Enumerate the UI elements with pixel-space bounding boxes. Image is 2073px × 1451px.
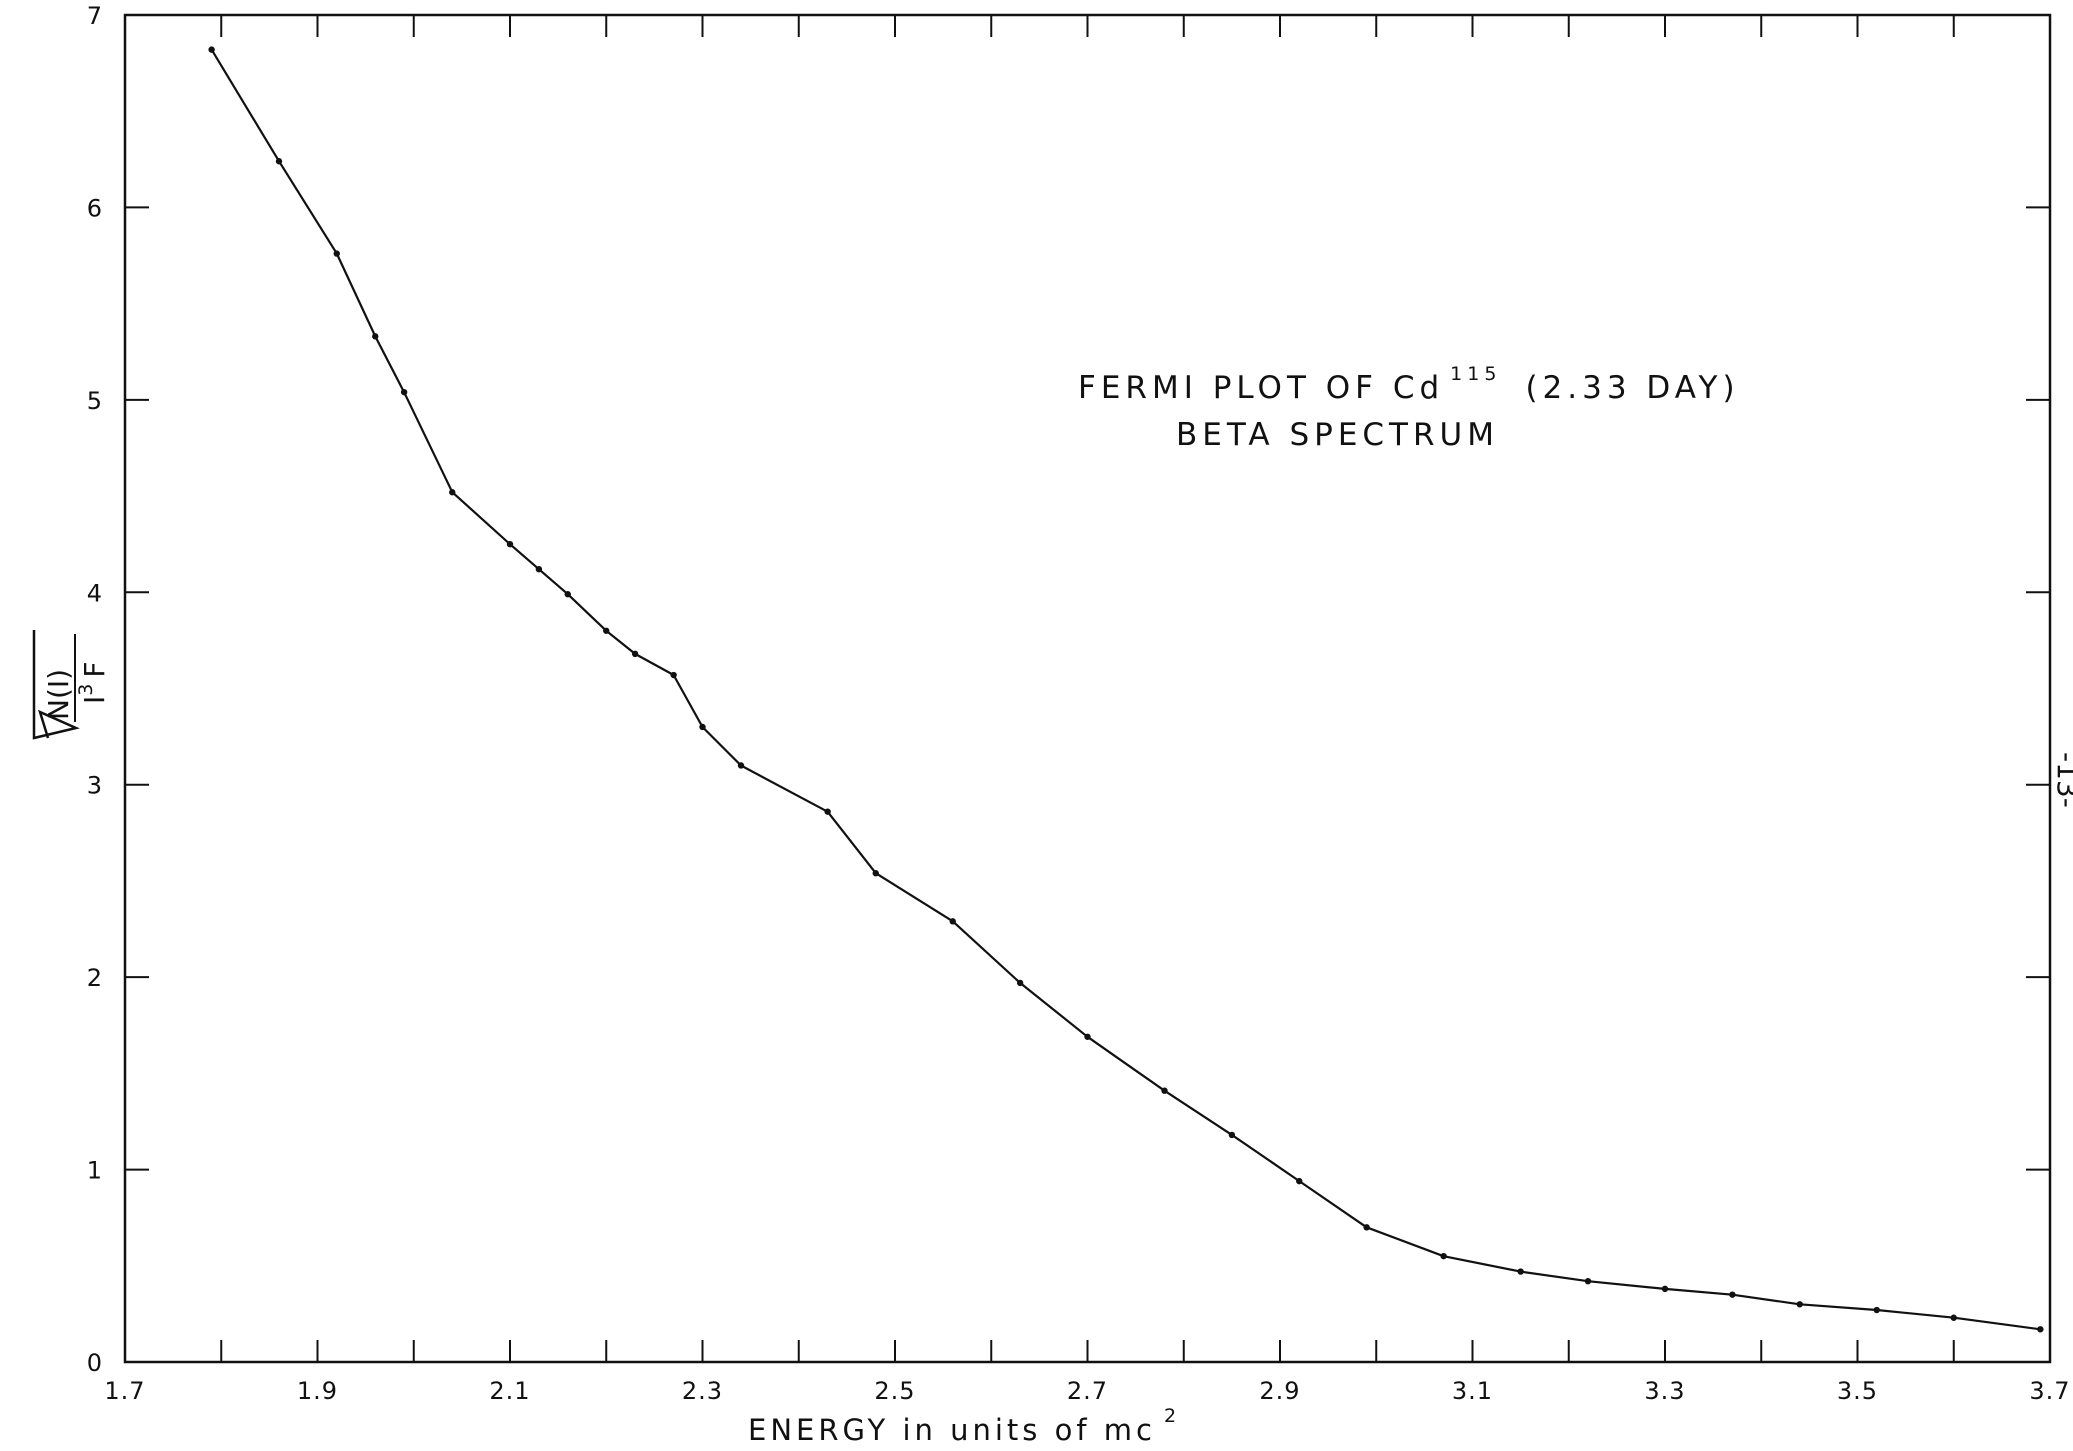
y-tick-label: 5 (87, 387, 103, 415)
x-tick-label: 3.3 (1644, 1377, 1685, 1405)
data-point (1084, 1033, 1091, 1040)
data-point (737, 762, 745, 769)
data-point (449, 489, 456, 496)
data-point (275, 158, 283, 165)
x-tick-label: 3.7 (2029, 1377, 2070, 1405)
data-point (564, 591, 571, 598)
data-point (1950, 1314, 1957, 1321)
data-point (1584, 1277, 1592, 1285)
x-tick-label: 2.9 (1259, 1377, 1300, 1405)
y-tick-label: 4 (87, 579, 103, 607)
y-tick-label: 1 (87, 1157, 103, 1185)
x-tick-label: 1.7 (104, 1377, 145, 1405)
data-point (1661, 1285, 1669, 1293)
y-tick-label: 7 (87, 2, 103, 30)
x-tick-label: 2.1 (489, 1377, 530, 1405)
data-point (372, 333, 379, 340)
y-axis-label-radical (32, 630, 80, 740)
y-tick-label: 3 (87, 772, 103, 800)
data-point (1363, 1224, 1370, 1231)
y-tick-label: 6 (87, 194, 103, 222)
data-point (208, 46, 215, 53)
x-axis-label-superscript: 2 (1164, 1405, 1180, 1427)
x-tick-label: 2.5 (874, 1377, 915, 1405)
x-tick-label: 3.5 (1837, 1377, 1878, 1405)
data-point (1440, 1252, 1447, 1260)
data-point (670, 671, 677, 679)
tick-labels: 1.7 1.9 2.1 2.3 2.5 2.7 2.9 3.1 3.3 3.5 3.7 0 1 2 3 4 5 6… (87, 2, 2070, 1405)
data-point (535, 565, 543, 573)
data-point (1729, 1291, 1736, 1298)
x-tick-label: 3.1 (1452, 1377, 1493, 1405)
x-axis-label: ENERGY in units of mc 2 (748, 1405, 1180, 1447)
y-tick-label: 0 (87, 1349, 103, 1377)
plot-border (123, 13, 2052, 1364)
data-point (506, 540, 514, 548)
data-point (1161, 1087, 1168, 1094)
axis-ticks (124, 14, 2051, 1363)
y-axis-label-numerator: N(I) (42, 669, 75, 720)
data-point (824, 808, 831, 815)
x-tick-label: 2.7 (1067, 1377, 1108, 1405)
title-half-life: (2.33 DAY) (1525, 370, 1739, 406)
data-point (2037, 1326, 2044, 1333)
x-tick-label: 2.3 (682, 1377, 723, 1405)
data-point (603, 627, 610, 634)
series-line (210, 49, 2041, 1331)
data-point (1228, 1131, 1236, 1139)
plot-frame (123, 13, 2052, 1364)
data-point (333, 250, 340, 257)
data-point (699, 723, 706, 731)
data-point (400, 388, 408, 396)
x-tick-label: 1.9 (297, 1377, 338, 1405)
data-point (872, 870, 879, 877)
y-axis-label-denominator: I3F (75, 662, 111, 704)
data-point (949, 918, 956, 925)
data-point (1873, 1306, 1880, 1314)
page-number-mark: -13- (2051, 752, 2073, 808)
data-point (1796, 1301, 1803, 1308)
data-point (1296, 1177, 1303, 1185)
title-superscript: 115 (1450, 363, 1501, 385)
y-tick-label: 2 (87, 964, 103, 992)
y-axis-label: N(I) I3F (32, 630, 111, 740)
chart-title-line1: FERMI PLOT OF Cd 115 (2.33 DAY) (1078, 363, 1740, 406)
data-point (1517, 1268, 1524, 1275)
data-series (208, 46, 2044, 1333)
data-point (631, 650, 639, 658)
chart-title-line2: BETA SPECTRUM (1176, 417, 1499, 453)
data-point (1016, 979, 1024, 987)
